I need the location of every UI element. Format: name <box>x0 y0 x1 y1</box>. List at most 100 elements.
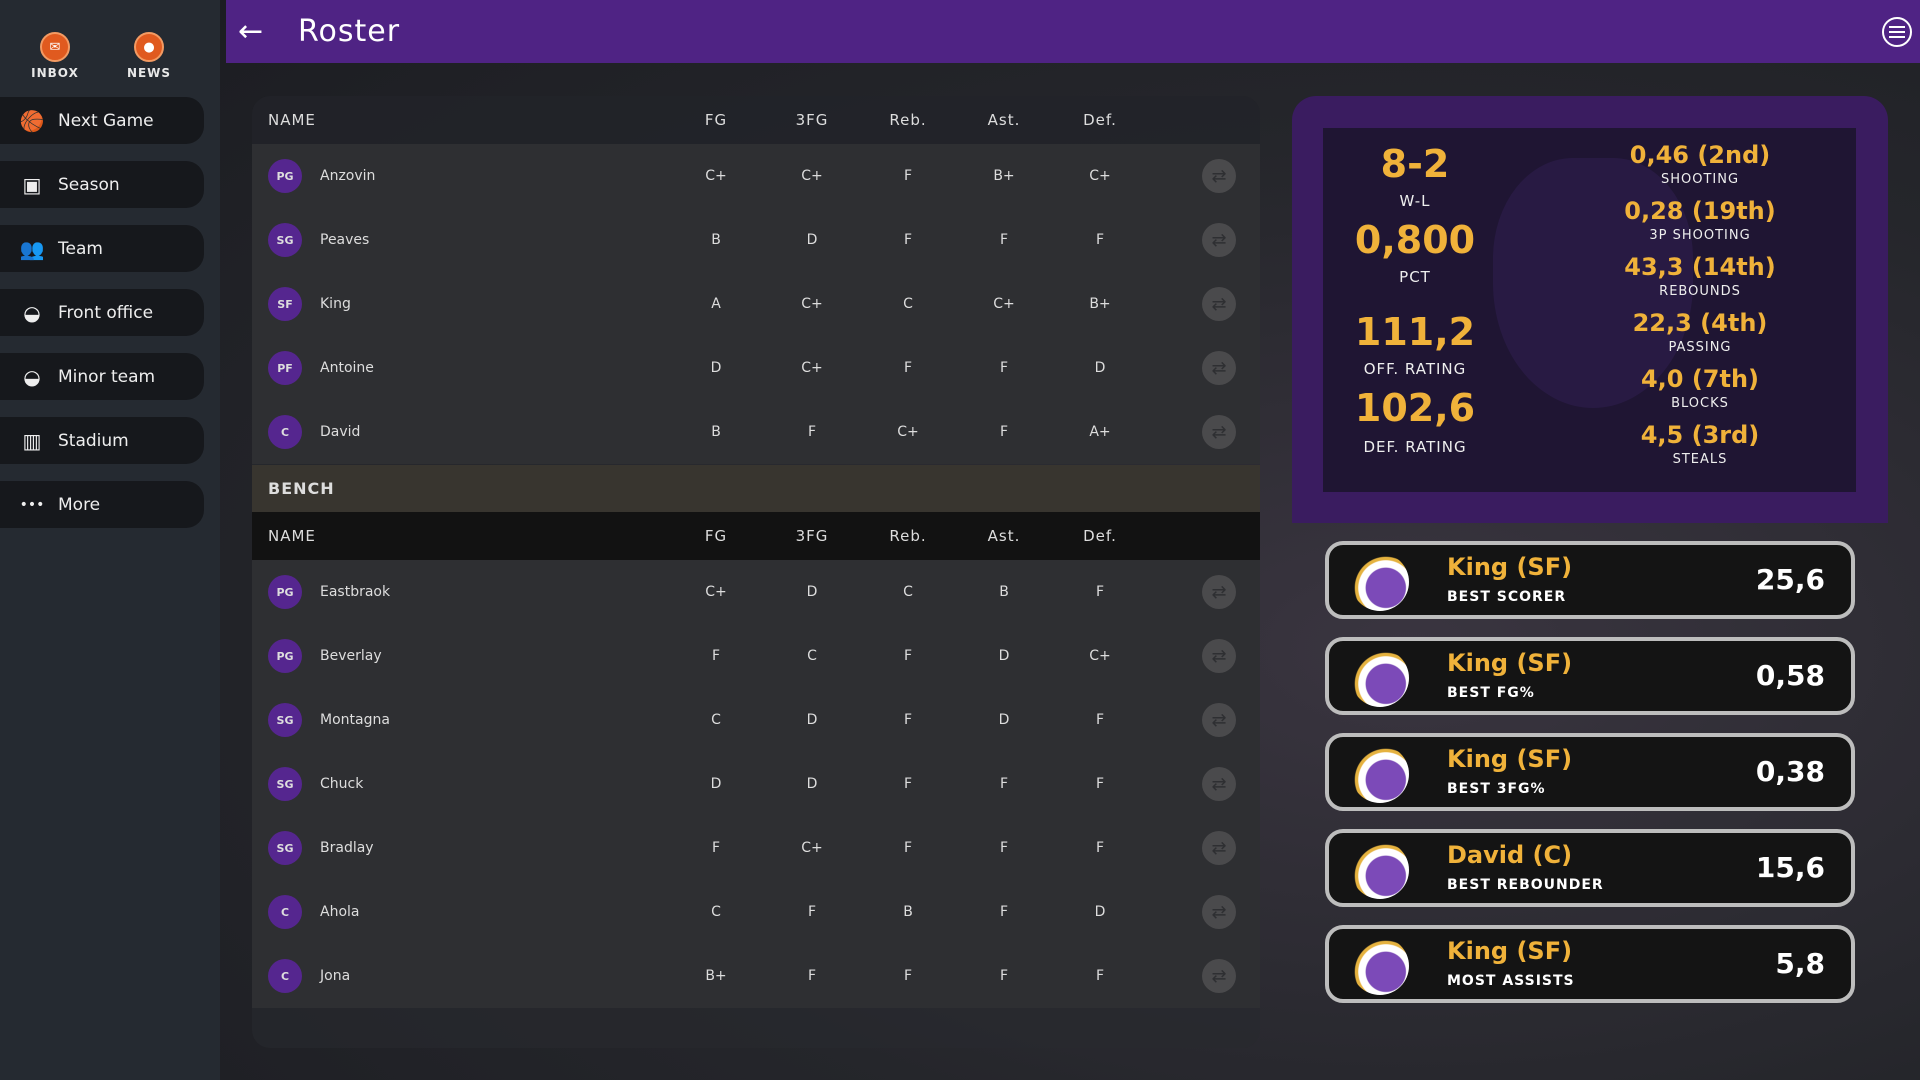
position-badge: C <box>268 415 302 449</box>
grade-cell: F <box>999 424 1009 440</box>
column-header: Ast. <box>987 527 1021 545</box>
table-row[interactable]: SG Chuck D D F F F ⇄ <box>252 752 1260 816</box>
position-badge: SG <box>268 223 302 257</box>
team-stat-label: 3P SHOOTING <box>1649 228 1751 243</box>
grade-cell: F <box>999 840 1009 856</box>
table-row[interactable]: C David B F C+ F A+ ⇄ <box>252 400 1260 464</box>
team-logo-icon <box>1351 553 1409 611</box>
header-bar: ← Roster <box>226 0 1920 63</box>
table-row[interactable]: PG Beverlay F C F D C+ ⇄ <box>252 624 1260 688</box>
cap-icon: ◒ <box>23 364 41 389</box>
sidebar-item-next-game[interactable]: 🏀 Next Game <box>0 97 204 144</box>
swap-player-icon[interactable]: ⇄ <box>1202 351 1236 385</box>
table-row[interactable]: C Ahola C F B F D ⇄ <box>252 880 1260 944</box>
grade-cell: C+ <box>897 424 919 440</box>
swap-player-icon[interactable]: ⇄ <box>1202 639 1236 673</box>
sidebar-item-label: Front office <box>58 302 154 323</box>
player-name[interactable]: King <box>320 296 351 312</box>
player-name[interactable]: Eastbraok <box>320 584 391 600</box>
grade-cell: D <box>1094 360 1106 376</box>
sidebar-item-label: Next Game <box>58 110 154 131</box>
player-name[interactable]: Ahola <box>320 904 360 920</box>
team-stats-panel: 8-2 W-L 0,800 PCT 111,2 OFF. RATING 102,6 DEF. … <box>1292 96 1888 523</box>
team-stat-label: W-L <box>1399 192 1431 210</box>
team-leader-card[interactable]: King (SF) BEST SCORER 25,6 <box>1325 541 1855 619</box>
bench-section-label: BENCH <box>252 465 1260 512</box>
sidebar-item-minor-team[interactable]: ◒ Minor team <box>0 353 204 400</box>
sidebar-item-more[interactable]: ••• More <box>0 481 204 528</box>
grade-cell: C+ <box>801 840 823 856</box>
chat-bubble-icon: ● <box>134 32 164 62</box>
sidebar-item-team[interactable]: 👥 Team <box>0 225 204 272</box>
team-leader-card[interactable]: David (C) BEST REBOUNDER 15,6 <box>1325 829 1855 907</box>
team-stat-value: 22,3 (4th) <box>1632 309 1768 337</box>
dots-icon: ••• <box>19 496 45 513</box>
grade-cell: C+ <box>705 168 727 184</box>
leader-name: King (SF) <box>1447 937 1573 965</box>
swap-player-icon[interactable]: ⇄ <box>1202 831 1236 865</box>
column-header: Reb. <box>889 111 927 129</box>
column-header-name: NAME <box>268 111 316 129</box>
team-leader-card[interactable]: King (SF) BEST 3FG% 0,38 <box>1325 733 1855 811</box>
sidebar-item-front-office[interactable]: ◒ Front office <box>0 289 204 336</box>
grade-cell: F <box>903 232 913 248</box>
roster-table: BENCH NAME FG 3FG Reb. Ast. Def. PG Anzovin C+ C+… <box>252 96 1260 1048</box>
grade-cell: D <box>998 648 1010 664</box>
grade-cell: F <box>1095 232 1105 248</box>
team-stat-label: REBOUNDS <box>1659 284 1741 299</box>
team-logo-icon <box>1351 745 1409 803</box>
swap-player-icon[interactable]: ⇄ <box>1202 159 1236 193</box>
leader-name: David (C) <box>1447 841 1573 869</box>
back-arrow-icon[interactable]: ← <box>238 14 264 49</box>
swap-player-icon[interactable]: ⇄ <box>1202 575 1236 609</box>
hamburger-menu-icon[interactable] <box>1882 17 1912 47</box>
basketball-icon: 🏀 <box>19 108 45 133</box>
table-row[interactable]: SF King A C+ C C+ B+ ⇄ <box>252 272 1260 336</box>
column-header: FG <box>704 111 728 129</box>
player-name[interactable]: Peaves <box>320 232 370 248</box>
table-row[interactable]: SG Peaves B D F F F ⇄ <box>252 208 1260 272</box>
table-row[interactable]: PG Anzovin C+ C+ F B+ C+ ⇄ <box>252 144 1260 208</box>
grade-cell: C <box>711 712 721 728</box>
swap-player-icon[interactable]: ⇄ <box>1202 959 1236 993</box>
team-leader-card[interactable]: King (SF) MOST ASSISTS 5,8 <box>1325 925 1855 1003</box>
player-name[interactable]: David <box>320 424 361 440</box>
team-stat-value: 111,2 <box>1354 310 1476 354</box>
player-name[interactable]: Chuck <box>320 776 364 792</box>
player-name[interactable]: Anzovin <box>320 168 376 184</box>
swap-player-icon[interactable]: ⇄ <box>1202 415 1236 449</box>
table-row[interactable]: PF Antoine D C+ F F D ⇄ <box>252 336 1260 400</box>
player-name[interactable]: Bradlay <box>320 840 374 856</box>
position-badge: SG <box>268 767 302 801</box>
sidebar-item-stadium[interactable]: ▥ Stadium <box>0 417 204 464</box>
news-button[interactable]: ● NEWS <box>109 32 189 80</box>
player-name[interactable]: Montagna <box>320 712 390 728</box>
position-badge: C <box>268 959 302 993</box>
team-stat-value: 4,0 (7th) <box>1640 365 1760 393</box>
grade-cell: B <box>999 584 1009 600</box>
envelope-icon: ✉ <box>40 32 70 62</box>
table-row[interactable]: SG Montagna C D F D F ⇄ <box>252 688 1260 752</box>
grade-cell: F <box>1095 840 1105 856</box>
grade-cell: C+ <box>1089 168 1111 184</box>
swap-player-icon[interactable]: ⇄ <box>1202 703 1236 737</box>
player-name[interactable]: Jona <box>320 968 351 984</box>
player-name[interactable]: Antoine <box>320 360 374 376</box>
inbox-button[interactable]: ✉ INBOX <box>15 32 95 80</box>
swap-player-icon[interactable]: ⇄ <box>1202 895 1236 929</box>
sidebar-item-season[interactable]: ▣ Season <box>0 161 204 208</box>
team-leader-card[interactable]: King (SF) BEST FG% 0,58 <box>1325 637 1855 715</box>
swap-player-icon[interactable]: ⇄ <box>1202 223 1236 257</box>
table-row[interactable]: PG Eastbraok C+ D C B F ⇄ <box>252 560 1260 624</box>
sidebar: ✉ INBOX ● NEWS 🏀 Next Game ▣ Season 👥 Team ◒ Fr… <box>0 0 220 1080</box>
table-row[interactable]: C Jona B+ F F F F ⇄ <box>252 944 1260 1008</box>
column-header: Def. <box>1083 111 1117 129</box>
sidebar-item-label: Season <box>58 174 120 195</box>
table-row[interactable]: SG Bradlay F C+ F F F ⇄ <box>252 816 1260 880</box>
leader-value: 25,6 <box>1755 563 1825 596</box>
team-logo-icon <box>1351 937 1409 995</box>
table-header: NAME FG 3FG Reb. Ast. Def. <box>252 512 1260 560</box>
player-name[interactable]: Beverlay <box>320 648 382 664</box>
swap-player-icon[interactable]: ⇄ <box>1202 767 1236 801</box>
swap-player-icon[interactable]: ⇄ <box>1202 287 1236 321</box>
